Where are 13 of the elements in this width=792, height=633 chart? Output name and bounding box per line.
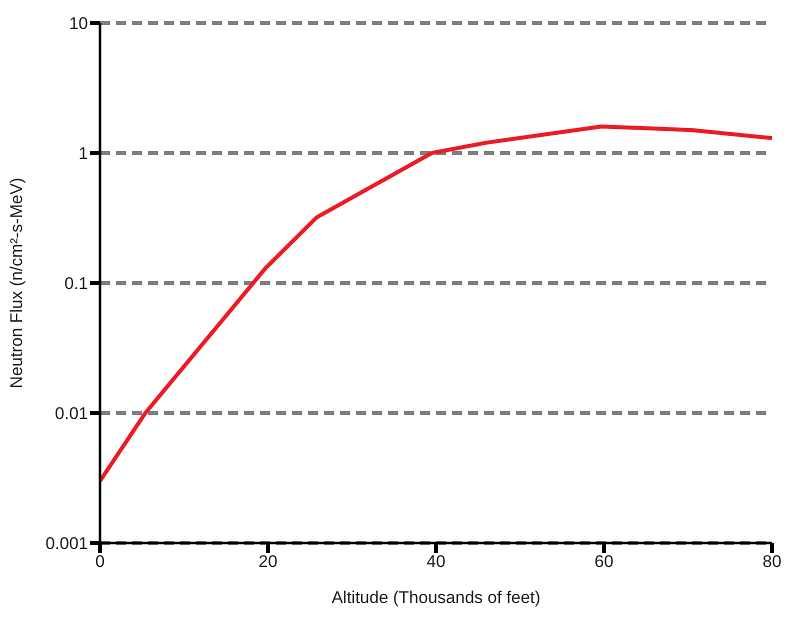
x-tick-label: 80 bbox=[762, 552, 782, 572]
x-axis-title: Altitude (Thousands of feet) bbox=[332, 588, 540, 607]
x-tick-label: 40 bbox=[426, 552, 446, 572]
x-tick-label: 60 bbox=[594, 552, 614, 572]
y-tick-label: 1 bbox=[78, 144, 88, 164]
y-axis-title: Neutron Flux (n/cm²-s-MeV) bbox=[7, 178, 26, 388]
y-tick-label: 0.1 bbox=[64, 274, 88, 294]
y-tick-label: 10 bbox=[69, 14, 88, 34]
x-tick-label: 20 bbox=[258, 552, 278, 572]
x-tick-label: 0 bbox=[95, 552, 105, 572]
y-tick-label: 0.01 bbox=[54, 404, 88, 424]
line-series bbox=[100, 124, 772, 483]
y-tick-label: 0.001 bbox=[45, 534, 88, 554]
